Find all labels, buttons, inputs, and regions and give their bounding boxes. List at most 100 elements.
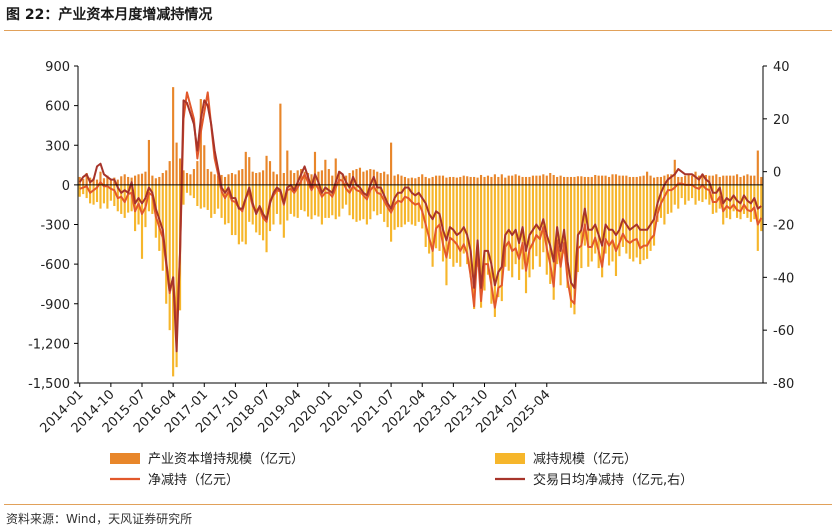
decrease-bar bbox=[424, 184, 427, 247]
decrease-bar bbox=[289, 184, 292, 214]
decrease-bar bbox=[383, 184, 386, 222]
increase-bar bbox=[749, 175, 752, 185]
top-rule bbox=[4, 30, 832, 31]
increase-bar bbox=[217, 175, 220, 185]
increase-bar bbox=[511, 175, 514, 185]
decrease-bar bbox=[507, 184, 510, 271]
increase-bar bbox=[542, 174, 545, 185]
decrease-bar bbox=[504, 184, 507, 267]
increase-bar bbox=[127, 176, 130, 185]
daily-net-reduction-line bbox=[78, 99, 762, 353]
decrease-bar bbox=[120, 184, 123, 214]
decrease-bar bbox=[590, 184, 593, 262]
increase-bar bbox=[507, 175, 510, 185]
increase-bar bbox=[521, 176, 524, 185]
decrease-bar bbox=[327, 184, 330, 218]
right-tick-label: -80 bbox=[773, 377, 794, 392]
increase-bar bbox=[569, 176, 573, 185]
decrease-bar bbox=[559, 184, 562, 286]
decrease-bar bbox=[362, 184, 365, 220]
legend-label-decrease: 减持规模（亿元） bbox=[533, 452, 637, 467]
right-tick-label: 20 bbox=[773, 113, 790, 128]
legend-label-increase: 产业资本增持规模（亿元） bbox=[148, 452, 304, 467]
increase-bar bbox=[652, 177, 656, 185]
increase-bar bbox=[400, 175, 403, 185]
decrease-bar bbox=[632, 184, 635, 262]
decrease-bar bbox=[701, 184, 704, 203]
decrease-bar bbox=[147, 184, 150, 212]
decrease-bar bbox=[338, 184, 341, 217]
increase-bar bbox=[490, 176, 493, 185]
increase-bar bbox=[473, 176, 476, 185]
figure-title: 图 22：产业资本月度增减持情况 bbox=[6, 7, 213, 23]
increase-bar bbox=[189, 174, 192, 185]
increase-bar bbox=[514, 174, 517, 185]
increase-bar bbox=[677, 176, 680, 185]
increase-bar bbox=[355, 169, 358, 185]
decrease-bar bbox=[531, 184, 535, 270]
increase-bar bbox=[670, 174, 673, 185]
decrease-bar bbox=[483, 184, 486, 291]
increase-bar bbox=[365, 170, 368, 185]
decrease-bar bbox=[459, 184, 462, 267]
increase-bar bbox=[434, 175, 438, 185]
decrease-bar bbox=[538, 184, 541, 267]
decrease-bar bbox=[182, 184, 185, 205]
left-tick-label: 300 bbox=[45, 139, 70, 154]
increase-bar bbox=[590, 176, 593, 185]
decrease-bar bbox=[756, 184, 759, 251]
increase-bar bbox=[476, 177, 479, 185]
increase-bar bbox=[178, 158, 182, 185]
decrease-bar bbox=[95, 184, 99, 203]
increase-bar bbox=[286, 150, 289, 185]
increase-bar bbox=[99, 171, 102, 185]
decrease-bar bbox=[400, 184, 403, 228]
increase-bar bbox=[725, 175, 728, 185]
increase-bar bbox=[106, 175, 109, 185]
increase-bar bbox=[317, 171, 320, 185]
decrease-bar bbox=[687, 184, 690, 201]
increase-bar bbox=[92, 178, 95, 185]
decrease-bar bbox=[106, 184, 109, 209]
decrease-bar bbox=[293, 184, 296, 217]
increase-bar bbox=[393, 175, 396, 185]
decrease-bar bbox=[697, 184, 701, 201]
decrease-bar bbox=[549, 184, 552, 284]
decrease-bar bbox=[372, 184, 375, 212]
decrease-bar bbox=[618, 184, 621, 257]
decrease-bar bbox=[563, 184, 566, 254]
increase-bar bbox=[300, 169, 303, 185]
decrease-bar bbox=[486, 184, 490, 275]
legend: 产业资本增持规模（亿元） 减持规模（亿元） 净减持（亿元） 交易日均净减持（亿元… bbox=[110, 452, 693, 488]
decrease-bar bbox=[210, 184, 213, 218]
decrease-bar bbox=[614, 184, 618, 277]
increase-bar bbox=[293, 172, 296, 185]
increase-bar bbox=[403, 176, 407, 185]
increase-bar bbox=[296, 170, 299, 185]
increase-bar bbox=[535, 175, 538, 185]
increase-bar bbox=[383, 171, 386, 185]
increase-bar bbox=[687, 174, 690, 185]
right-tick-label: -20 bbox=[773, 219, 794, 234]
decrease-bar bbox=[355, 184, 358, 222]
decrease-bar bbox=[379, 184, 382, 214]
increase-bar bbox=[573, 176, 576, 185]
decrease-bar bbox=[296, 184, 299, 218]
increase-bar bbox=[379, 172, 382, 185]
increase-bar bbox=[206, 169, 209, 185]
increase-bar bbox=[210, 171, 213, 185]
increase-bar bbox=[320, 170, 323, 185]
decrease-bar bbox=[729, 184, 732, 220]
increase-bar bbox=[753, 175, 756, 185]
decrease-bar bbox=[473, 184, 476, 310]
bottom-rule bbox=[4, 504, 832, 505]
legend-swatch-increase bbox=[110, 453, 140, 464]
increase-bar bbox=[424, 176, 427, 185]
increase-bar bbox=[358, 167, 362, 185]
increase-bar bbox=[151, 175, 154, 185]
increase-bar bbox=[597, 175, 600, 185]
decrease-bar bbox=[528, 184, 531, 278]
increase-bar bbox=[566, 176, 569, 185]
increase-bar bbox=[428, 178, 431, 185]
increase-bar bbox=[528, 176, 531, 185]
